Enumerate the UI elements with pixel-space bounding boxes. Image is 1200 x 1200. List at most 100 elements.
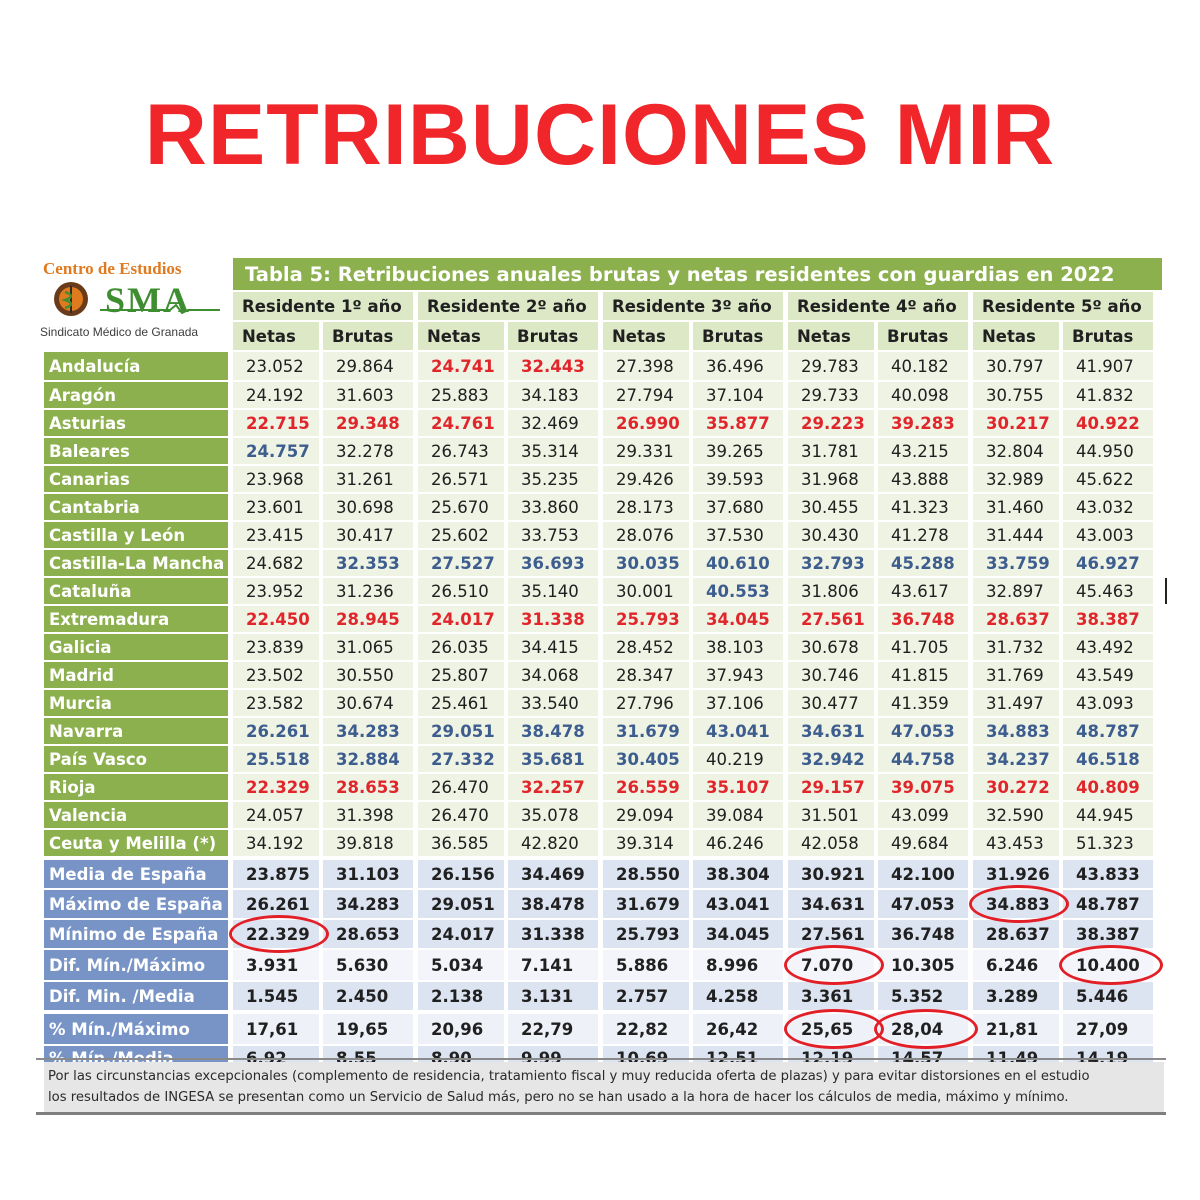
value-cell: 30.678: [788, 634, 874, 660]
table-row: Aragón 24.192 31.603 25.883 34.183 27.794 37.1…: [44, 382, 1164, 408]
summary-row: Mínimo de España 22.329 28.653 24.017 31.338…: [44, 920, 1164, 948]
value-cell: 32.257: [508, 774, 598, 800]
value-cell: 31.732: [973, 634, 1059, 660]
value-pair: 34.631 47.053: [788, 890, 968, 918]
summary-cell: 36.748: [878, 920, 968, 948]
table-row: Baleares 24.757 32.278 26.743 35.314 29.331 39…: [44, 438, 1164, 464]
value-cell: 23.968: [233, 466, 319, 492]
value-pair: 23.052 29.864: [233, 352, 413, 380]
summary-cell: 10.305: [878, 950, 968, 980]
value-cell: 35.314: [508, 438, 598, 464]
value-cell: 29.426: [603, 466, 689, 492]
summary-label: Dif. Mín./Máximo: [44, 950, 228, 980]
value-pair: 26.261 34.283: [233, 890, 413, 918]
value-cell: 32.884: [323, 746, 413, 772]
value-pair: 29.051 38.478: [418, 718, 598, 744]
value-pair: 25.602 33.753: [418, 522, 598, 548]
value-pair: 34.237 46.518: [973, 746, 1153, 772]
summary-cell: 6.246: [973, 950, 1059, 980]
value-pair: 26.571 35.235: [418, 466, 598, 492]
value-cell: 32.897: [973, 578, 1059, 604]
value-pair: 1.545 2.450: [233, 982, 413, 1010]
value-pair: 27.561 36.748: [788, 606, 968, 632]
value-pair: 29.051 38.478: [418, 890, 598, 918]
table-row: Cataluña 23.952 31.236 26.510 35.140 30.001 40…: [44, 578, 1164, 604]
summary-cell: 23.875: [233, 860, 319, 888]
value-cell: 47.053: [878, 718, 968, 744]
value-cell: 27.561: [788, 606, 874, 632]
value-cell: 32.278: [323, 438, 413, 464]
value-pair: 7.070 10.305: [788, 950, 968, 980]
value-cell: 36.748: [878, 606, 968, 632]
value-cell: 31.501: [788, 802, 874, 828]
summary-cell: 5.034: [418, 950, 504, 980]
value-cell: 33.753: [508, 522, 598, 548]
brutas-header: Brutas: [323, 322, 413, 350]
table-bottom-rule: [36, 1058, 1166, 1060]
summary-cell: 30.921: [788, 860, 874, 888]
value-cell: 43.041: [693, 718, 783, 744]
value-cell: 30.550: [323, 662, 413, 688]
sma-logo: Centro de Estudios SMA Sindicato Médico …: [40, 258, 228, 348]
value-pair: 31.732 43.492: [973, 634, 1153, 660]
table-row: Extremadura 22.450 28.945 24.017 31.338 25.79…: [44, 606, 1164, 632]
summary-cell: 28.637: [973, 920, 1059, 948]
table-row: Asturias 22.715 29.348 24.761 32.469 26.990 35…: [44, 410, 1164, 436]
value-pair: 27.794 37.104: [603, 382, 783, 408]
value-pair: 2.138 3.131: [418, 982, 598, 1010]
value-cell: 34.068: [508, 662, 598, 688]
value-cell: 29.157: [788, 774, 874, 800]
value-cell: 31.261: [323, 466, 413, 492]
value-cell: 24.741: [418, 352, 504, 380]
summary-cell: 25.793: [603, 920, 689, 948]
summary-cell: 5.446: [1063, 982, 1153, 1010]
table-title: Tabla 5: Retribuciones anuales brutas y …: [245, 263, 1115, 286]
value-cell: 22.450: [233, 606, 319, 632]
summary-cell: 31.338: [508, 920, 598, 948]
value-pair: 29.223 39.283: [788, 410, 968, 436]
value-pair: 42.058 49.684: [788, 830, 968, 856]
value-cell: 34.283: [323, 718, 413, 744]
value-pair: 29.426 39.593: [603, 466, 783, 492]
value-pair: 31.460 43.032: [973, 494, 1153, 520]
netas-header: Netas: [973, 322, 1059, 350]
table-row: Rioja 22.329 28.653 26.470 32.257 26.559 35.10…: [44, 774, 1164, 800]
summary-cell: 48.787: [1063, 890, 1153, 918]
value-cell: 32.942: [788, 746, 874, 772]
value-pair: 34.883 48.787: [973, 890, 1153, 918]
region-label: Andalucía: [44, 352, 228, 380]
value-cell: 25.807: [418, 662, 504, 688]
value-cell: 31.460: [973, 494, 1059, 520]
value-pair: 34.631 47.053: [788, 718, 968, 744]
summary-label: Mínimo de España: [44, 920, 228, 948]
summary-cell: 34.631: [788, 890, 874, 918]
value-pair: 28.637 38.387: [973, 920, 1153, 948]
value-cell: 31.968: [788, 466, 874, 492]
summary-row: Dif. Mín./Máximo 3.931 5.630 5.034 7.141 5.88…: [44, 950, 1164, 980]
footnote-line-1: Por las circunstancias excepcionales (co…: [48, 1069, 1090, 1084]
value-cell: 43.888: [878, 466, 968, 492]
summary-label: Dif. Min. /Media: [44, 982, 228, 1010]
value-cell: 43.003: [1063, 522, 1153, 548]
value-pair: 22.715 29.348: [233, 410, 413, 436]
percent-label: % Mín./Máximo: [44, 1014, 228, 1044]
value-cell: 38.387: [1063, 606, 1153, 632]
value-cell: 46.246: [693, 830, 783, 856]
value-pair: 25.518 32.884: [233, 746, 413, 772]
year-header: Residente 2º año: [418, 292, 598, 320]
region-label: Ceuta y Melilla (*): [44, 830, 228, 856]
value-cell: 30.455: [788, 494, 874, 520]
summary-cell: 26.261: [233, 890, 319, 918]
value-cell: 42.058: [788, 830, 874, 856]
value-pair: 29.733 40.098: [788, 382, 968, 408]
summary-cell: 7.070: [788, 950, 874, 980]
value-pair: 23.601 30.698: [233, 494, 413, 520]
table-row: Castilla y León 23.415 30.417 25.602 33.753 2…: [44, 522, 1164, 548]
value-cell: 37.106: [693, 690, 783, 716]
value-cell: 30.417: [323, 522, 413, 548]
value-pair: 17,61 19,65: [233, 1014, 413, 1044]
summary-cell: 7.141: [508, 950, 598, 980]
value-pair: 29.783 40.182: [788, 352, 968, 380]
value-cell: 41.278: [878, 522, 968, 548]
value-cell: 43.453: [973, 830, 1059, 856]
